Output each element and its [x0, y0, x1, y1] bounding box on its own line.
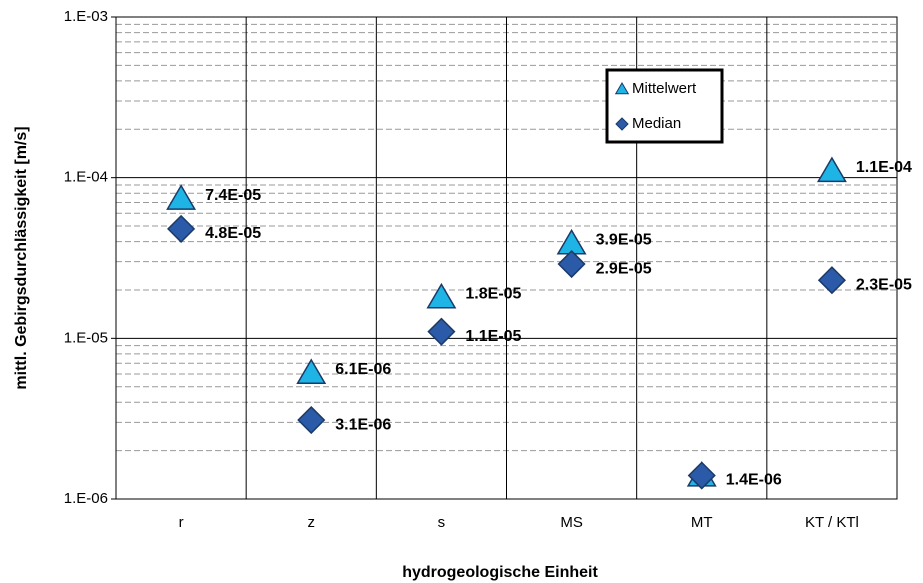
y-tick-label: 1.E-06 [64, 490, 108, 507]
data-label: 2.9E-05 [596, 260, 652, 277]
diamond-marker [427, 317, 456, 346]
legend-label: Median [632, 115, 681, 132]
y-tick-label: 1.E-04 [64, 169, 108, 186]
x-tick-label: MT [691, 514, 713, 531]
x-tick-label: s [438, 514, 446, 531]
y-axis-title: mittl. Gebirgsdurchlässigkeit [m/s] [13, 126, 30, 389]
data-label: 1.1E-05 [465, 328, 521, 345]
data-label: 2.3E-05 [856, 276, 912, 293]
x-tick-label: z [308, 514, 316, 531]
diamond-marker [817, 266, 846, 295]
legend-box [605, 68, 724, 144]
x-tick-label: r [179, 514, 184, 531]
y-tick-label: 1.E-05 [64, 329, 108, 346]
data-label: 1.8E-05 [465, 286, 521, 303]
x-tick-label: KT / KTl [805, 514, 859, 531]
triangle-marker [296, 358, 327, 384]
data-label: 6.1E-06 [335, 361, 391, 378]
data-label: 1.1E-04 [856, 159, 912, 176]
legend-marker [614, 82, 630, 95]
triangle-marker [166, 184, 197, 210]
triangle-marker [426, 282, 457, 309]
plot-frame [115, 16, 898, 500]
data-label: 4.8E-05 [205, 225, 261, 242]
diamond-marker [557, 249, 586, 279]
data-label: 7.4E-05 [205, 187, 261, 204]
y-tick-label: 1.E-03 [64, 8, 108, 25]
x-tick-label: MS [560, 514, 583, 531]
data-label: 3.9E-05 [596, 232, 652, 249]
legend-marker [615, 117, 629, 131]
diamond-marker [687, 461, 716, 490]
x-axis-title: hydrogeologische Einheit [402, 564, 598, 581]
data-label: 3.1E-06 [335, 416, 391, 433]
diamond-marker [297, 405, 326, 435]
diamond-marker [167, 214, 196, 243]
data-label: 1.4E-06 [726, 472, 782, 489]
legend-label: Mittelwert [632, 80, 697, 97]
triangle-marker [816, 156, 847, 183]
